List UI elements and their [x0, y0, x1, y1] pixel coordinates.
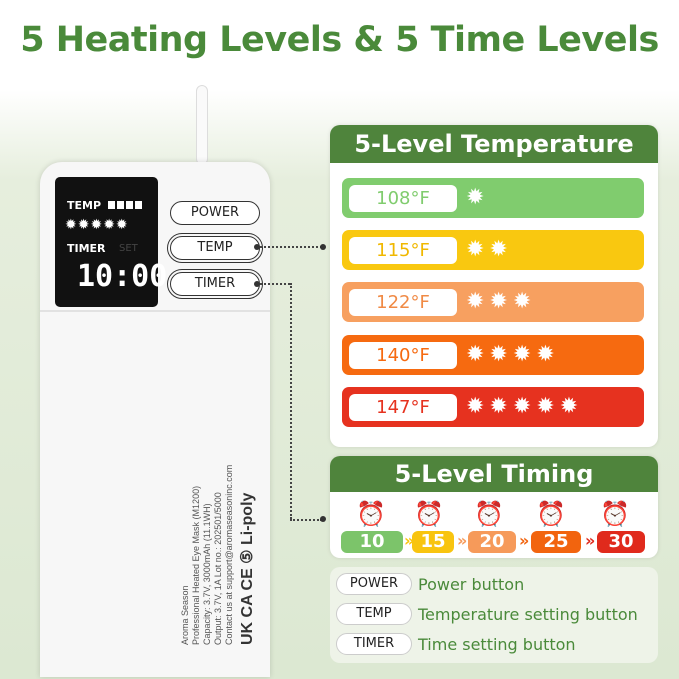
connector-line [260, 283, 290, 285]
product-label: Aroma Season Professional Heated Eye Mas… [180, 445, 258, 645]
device-divider [40, 310, 270, 312]
arrow-icon: » [585, 531, 596, 550]
temp-value: 108°F [349, 185, 457, 212]
legend-temp-button: TEMP [336, 603, 412, 625]
connector-line [290, 519, 322, 521]
legend-power-text: Power button [418, 575, 525, 594]
legend-power-button: POWER [336, 573, 412, 595]
timing-title: 5-Level Timing [330, 456, 658, 492]
time-level-2: 15 [412, 531, 454, 553]
arrow-icon: » [457, 531, 468, 550]
temp-level-2: 115°F ✹✹ [342, 230, 644, 270]
label-line: Contact us at support@aromaseasoninc.com [224, 464, 234, 645]
certification-marks: UK CA CE ⑤ Li-poly [239, 492, 256, 645]
label-line: Aroma Season [180, 585, 190, 645]
arrow-icon: » [519, 531, 530, 550]
lcd-temp-label: TEMP [67, 199, 102, 212]
arrow-icon: » [404, 531, 415, 550]
cable [196, 85, 208, 165]
page-title: 5 Heating Levels & 5 Time Levels [20, 20, 659, 60]
connector-dot [320, 244, 326, 250]
lcd-set-label: SET [119, 243, 138, 254]
legend-timer-button: TIMER [336, 633, 412, 655]
temp-value: 115°F [349, 237, 457, 264]
alarm-clock-icon: ⏰ [414, 500, 444, 528]
legend-temp-text: Temperature setting button [418, 605, 638, 624]
alarm-clock-icon: ⏰ [474, 500, 504, 528]
time-level-4: 25 [531, 531, 581, 553]
lcd-timer-label: TIMER [67, 242, 106, 255]
label-line: Professional Heated Eye Mask (M1200) [191, 485, 201, 645]
temp-level-5: 147°F ✹✹✹✹✹ [342, 387, 644, 427]
sun-icons: ✹✹ [466, 237, 513, 262]
power-button[interactable]: POWER [170, 201, 260, 225]
connector-line [290, 283, 292, 519]
lcd-heat-icons: ✹✹✹✹✹ [65, 217, 129, 233]
sun-icons: ✹✹✹✹ [466, 342, 560, 367]
temp-level-3: 122°F ✹✹✹ [342, 282, 644, 322]
alarm-clock-icon: ⏰ [600, 500, 630, 528]
temp-level-1: 108°F ✹ [342, 178, 644, 218]
temp-button[interactable]: TEMP [167, 233, 263, 263]
temp-value: 140°F [349, 342, 457, 369]
temp-value: 122°F [349, 289, 457, 316]
time-level-5: 30 [597, 531, 645, 553]
connector-dot [254, 244, 260, 250]
time-level-1: 10 [341, 531, 403, 553]
sun-icons: ✹ [466, 185, 490, 210]
sun-icons: ✹✹✹ [466, 289, 537, 314]
temp-level-4: 140°F ✹✹✹✹ [342, 335, 644, 375]
alarm-clock-icon: ⏰ [356, 500, 386, 528]
temperature-title: 5-Level Temperature [330, 125, 658, 163]
battery-icon [108, 201, 142, 209]
timer-button[interactable]: TIMER [167, 269, 263, 299]
label-line: Capacity: 3.7V, 3000mAh (11.1WH) [202, 503, 212, 645]
temp-value: 147°F [349, 394, 457, 421]
alarm-clock-icon: ⏰ [536, 500, 566, 528]
sun-icons: ✹✹✹✹✹ [466, 394, 584, 419]
connector-line [260, 246, 322, 248]
connector-dot [320, 516, 326, 522]
lcd-screen: TEMP ✹✹✹✹✹ TIMER SET 10:00 [55, 177, 167, 307]
time-level-3: 20 [468, 531, 516, 553]
connector-dot [254, 281, 260, 287]
lcd-time: 10:00 [77, 259, 168, 294]
legend-timer-text: Time setting button [418, 635, 576, 654]
label-line: Output: 3.7V, 1A Lot no.: 202501/5000 [213, 492, 223, 645]
